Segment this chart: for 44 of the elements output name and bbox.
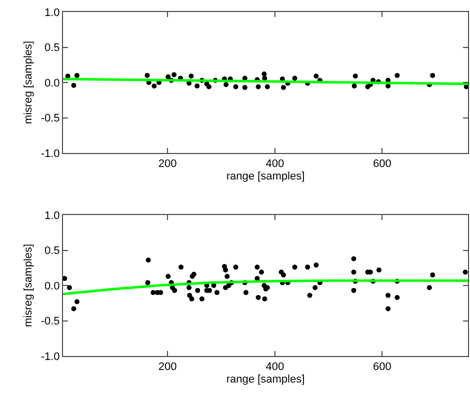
y-tick-label: -1.0 [40,350,60,363]
point [242,84,248,90]
point [172,72,177,78]
point [166,74,171,80]
point [256,84,261,90]
point [352,74,358,79]
line-series [63,279,468,296]
point [280,84,286,90]
y-tick-label: 1.0 [44,6,60,19]
point [430,72,436,78]
point [71,82,76,88]
y-tick-label: 0.0 [44,77,60,90]
y-tick-label: -0.5 [40,112,60,125]
y-tick-label: 1.0 [44,210,60,222]
y-tick-label: -0.5 [40,316,60,328]
point [194,84,200,89]
point [264,84,270,90]
x-tick-label: 200 [158,361,177,374]
x-axis-title: range [samples] [226,373,305,386]
x-tick-label: 600 [372,158,392,170]
point [152,84,157,89]
point [233,84,238,90]
point [394,72,400,78]
y-axis-title: misreg [samples] [22,40,34,124]
point [314,74,319,79]
point [352,84,357,89]
point [74,72,80,78]
y-tick-label: 0.0 [44,280,60,292]
y-tick-label: -1.0 [40,148,60,160]
point [224,82,229,88]
point [188,74,194,79]
y-tick-label: 0.5 [44,245,60,258]
point [262,72,267,77]
point [144,72,150,78]
x-tick-label: 400 [266,361,284,374]
point [206,84,212,90]
point [292,76,298,81]
x-tick-label: 200 [158,158,177,170]
y-axis-title: misreg [samples] [22,244,34,328]
x-axis-title: range [samples] [226,170,305,182]
x-tick-label: 400 [266,158,284,170]
point [386,84,391,89]
y-tick-label: 0.5 [44,42,60,54]
x-tick-label: 600 [372,361,392,374]
